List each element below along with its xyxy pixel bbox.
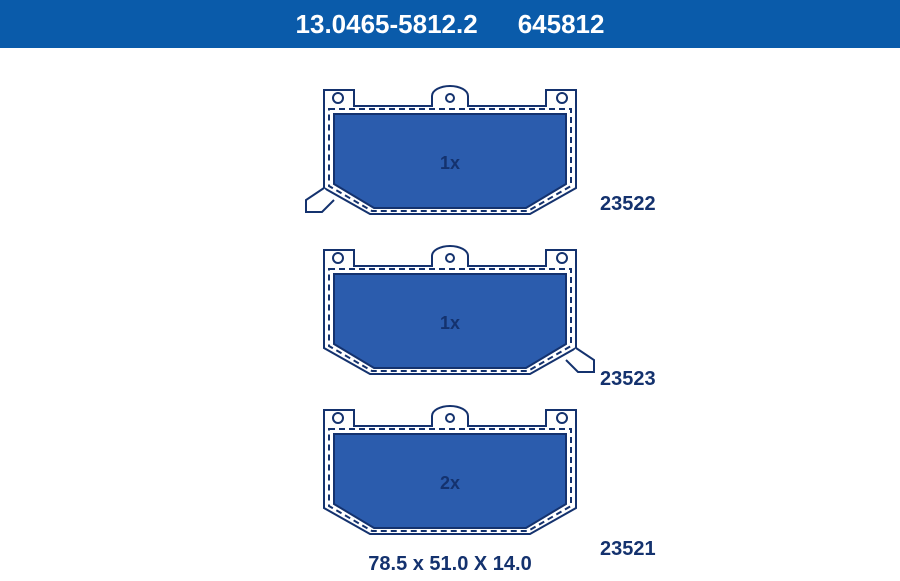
brake-pad-diagram: 1x (290, 78, 610, 228)
header-bar: 13.0465-5812.2 645812 (0, 0, 900, 48)
qty-label: 1x (440, 313, 460, 333)
brake-pad-icon: 1x (290, 238, 610, 388)
qty-label: 1x (440, 153, 460, 173)
part-number: 13.0465-5812.2 (296, 9, 478, 40)
alt-number: 645812 (518, 9, 605, 40)
pad-code-label: 23522 (600, 193, 656, 216)
brake-pad-diagram: 1x (290, 238, 610, 388)
qty-label: 2x (440, 473, 460, 493)
brake-pad-icon: 1x (290, 78, 610, 228)
dimensions-label: 78.5 x 51.0 X 14.0 (368, 553, 531, 576)
brake-pad-diagram: 2x (290, 398, 610, 548)
diagram-area: 1x 23522 1x 23523 2x 23521 78.5 x 51.0 X 14.0 (0, 48, 900, 581)
pad-code-label: 23521 (600, 538, 656, 561)
brake-pad-icon: 2x (290, 398, 610, 548)
pad-code-label: 23523 (600, 368, 656, 391)
